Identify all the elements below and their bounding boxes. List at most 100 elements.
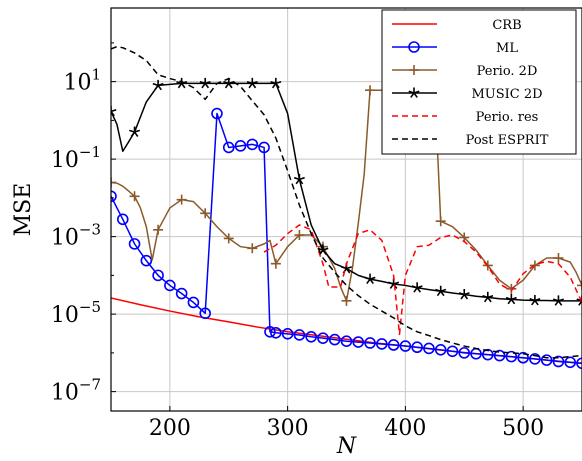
x-tick-label: 400 — [384, 416, 426, 441]
data-point — [258, 141, 270, 154]
data-point — [264, 325, 276, 338]
data-point — [458, 347, 471, 359]
plot-border — [110, 7, 582, 412]
series-music-2d — [111, 77, 582, 306]
y-tick-label: 10−3 — [51, 221, 101, 251]
plot-frame — [110, 7, 582, 412]
series-post-esprit — [111, 45, 582, 359]
legend-label: Post ESPRIT — [466, 133, 549, 148]
data-point — [576, 357, 582, 370]
data-point — [540, 354, 553, 366]
x-tick-label: 500 — [502, 416, 544, 441]
data-point — [458, 289, 470, 300]
data-point — [365, 85, 376, 96]
data-point — [293, 173, 305, 185]
x-tick-label: 200 — [149, 416, 191, 441]
data-point — [247, 243, 258, 254]
data-point — [399, 340, 412, 352]
data-point — [187, 296, 200, 309]
legend: CRB ML Perio. 2D MUSIC 2D Perio. res Post ESP… — [381, 9, 577, 155]
series-line — [263, 224, 582, 336]
data-point — [199, 77, 211, 89]
data-point — [140, 254, 153, 267]
data-point — [111, 177, 116, 188]
data-point — [116, 213, 129, 226]
series-ml — [111, 107, 582, 370]
data-point — [564, 356, 577, 369]
y-tick-label: 10−1 — [51, 143, 101, 173]
data-point — [164, 279, 176, 292]
series-line — [111, 112, 582, 364]
legend-label: Perio. res — [476, 110, 539, 125]
data-point — [305, 330, 317, 343]
x-tick-label: 300 — [267, 416, 309, 441]
data-point — [293, 329, 306, 341]
data-point — [341, 295, 352, 306]
series-perio-res — [263, 224, 582, 336]
data-point — [506, 283, 517, 294]
series-line — [111, 45, 582, 359]
data-point — [553, 253, 564, 264]
series-line — [111, 89, 582, 302]
data-point — [517, 351, 529, 364]
data-point — [493, 349, 506, 362]
legend-marker — [408, 41, 420, 53]
data-point — [411, 341, 423, 354]
tick-labels: 200 300 400 500 101 10−1 10−3 10−5 10−7 — [51, 66, 544, 441]
data-point — [364, 273, 376, 285]
data-point — [529, 353, 541, 365]
data-point — [446, 345, 459, 358]
legend-label: Perio. 2D — [477, 64, 538, 79]
data-point — [505, 350, 518, 363]
data-point — [128, 238, 141, 250]
data-point — [435, 285, 447, 297]
data-point — [199, 307, 211, 320]
y-tick-label: 10−5 — [51, 298, 101, 328]
data-point — [152, 79, 164, 91]
data-point — [176, 194, 187, 205]
data-point — [376, 338, 388, 350]
data-point — [129, 191, 140, 202]
data-point — [129, 126, 141, 137]
data-point — [364, 337, 376, 349]
data-point — [270, 258, 281, 269]
data-point — [152, 269, 164, 282]
data-point — [246, 77, 258, 89]
y-tick-label: 10−7 — [51, 376, 101, 406]
data-point — [340, 335, 353, 348]
data-point — [529, 294, 541, 306]
data-point — [223, 77, 235, 89]
data-point — [234, 140, 247, 152]
data-point — [111, 190, 117, 203]
y-axis-label: MSE — [11, 183, 36, 237]
data-point — [294, 230, 305, 241]
data-point — [435, 216, 446, 227]
series-line — [111, 82, 582, 302]
data-point — [434, 344, 447, 356]
legend-label: CRB — [492, 18, 521, 33]
data-point — [317, 332, 329, 344]
series-group — [111, 45, 582, 370]
data-point — [211, 107, 223, 120]
data-point — [111, 105, 117, 117]
data-point — [153, 224, 164, 235]
data-point — [223, 233, 234, 244]
legend-marker — [408, 87, 420, 98]
legend-label: ML — [496, 41, 518, 56]
data-point — [352, 336, 365, 348]
data-point — [552, 355, 565, 368]
data-point — [281, 328, 294, 340]
y-tick-label: 101 — [63, 66, 101, 96]
data-point — [411, 282, 423, 293]
data-point — [423, 342, 435, 355]
data-point — [529, 260, 540, 271]
data-point — [270, 77, 282, 89]
legend-box — [381, 9, 577, 155]
data-point — [552, 295, 564, 306]
data-point — [222, 141, 235, 154]
legend-label: MUSIC 2D — [471, 87, 542, 102]
data-point — [481, 348, 494, 361]
legend-marker — [409, 65, 419, 75]
x-axis-label: N — [336, 434, 357, 459]
